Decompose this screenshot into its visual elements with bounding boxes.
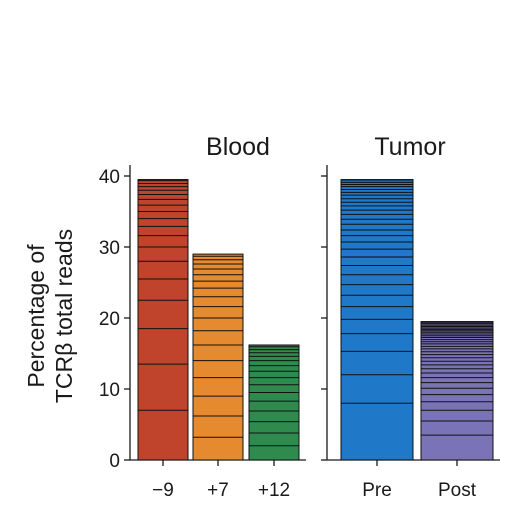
- y-axis-label: Percentage of TCRβ total reads: [23, 229, 77, 403]
- bar-1: [340, 179, 414, 461]
- panel-tumor: Tumor Pre Post: [321, 133, 500, 501]
- x-tick-label: Post: [438, 480, 477, 501]
- bar-2: [192, 253, 244, 461]
- bar-2: [420, 321, 494, 461]
- bar-1: [137, 179, 189, 461]
- y-axis-label-line-2: TCRβ total reads: [51, 229, 77, 403]
- y-tick-label: 30: [99, 238, 120, 259]
- bar-rect: [192, 253, 244, 461]
- bar-rect: [248, 344, 300, 461]
- x-tick-label: +12: [258, 480, 290, 501]
- panel-blood: Blood 0 10 20 30 40 −9 +7 +12: [99, 133, 306, 501]
- y-tick-label: 20: [99, 309, 120, 330]
- bar-rect: [420, 321, 494, 461]
- panel-title: Blood: [206, 133, 270, 161]
- y-tick-label: 0: [109, 451, 120, 472]
- panel-title: Tumor: [374, 133, 445, 161]
- x-tick-label: Pre: [362, 480, 392, 501]
- x-tick-label: +7: [207, 480, 229, 501]
- y-axis-label-line-1: Percentage of: [23, 244, 49, 388]
- chart-panels: Blood 0 10 20 30 40 −9 +7 +12 Tumor Pre Post: [99, 133, 500, 501]
- bar-rect: [137, 179, 189, 461]
- bar-3: [248, 344, 300, 461]
- y-tick-label: 40: [99, 167, 120, 188]
- y-tick-label: 10: [99, 380, 120, 401]
- x-tick-label: −9: [152, 480, 174, 501]
